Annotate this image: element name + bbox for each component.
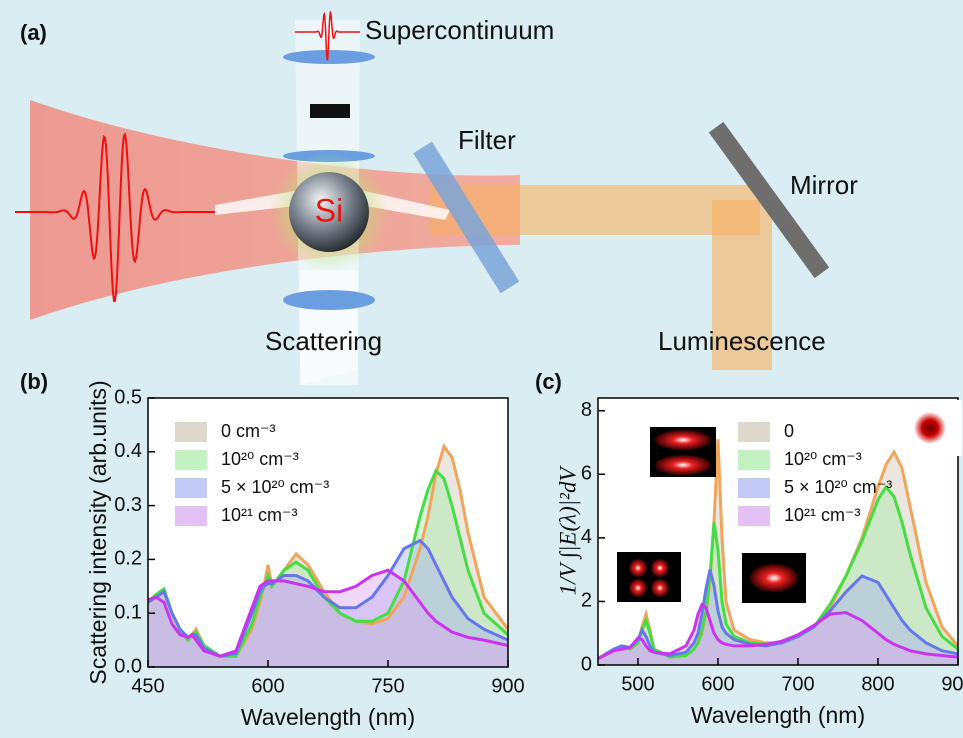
mode-image xyxy=(617,552,681,602)
panel-label: (c) xyxy=(535,369,562,394)
x-tick-label: 600 xyxy=(701,673,734,695)
y-tick-label: 8 xyxy=(581,399,592,421)
lens xyxy=(283,290,375,310)
x-tick-label: 800 xyxy=(861,673,894,695)
legend-swatch xyxy=(175,506,207,526)
x-tick-label: 750 xyxy=(371,675,404,697)
legend-swatch xyxy=(175,450,207,470)
legend-label: 10²⁰ cm⁻³ xyxy=(784,449,862,469)
legend-label: 10²¹ cm⁻³ xyxy=(221,505,298,525)
legend-label: 10²¹ cm⁻³ xyxy=(784,505,861,525)
legend-label: 5 × 10²⁰ cm⁻³ xyxy=(784,477,892,497)
label: Filter xyxy=(458,125,516,155)
legend-label: 5 × 10²⁰ cm⁻³ xyxy=(221,477,329,497)
y-tick-label: 0.1 xyxy=(114,601,142,623)
diagram: (a) Supercontinuum Filter Mirror Si Scat… xyxy=(15,12,858,385)
y-axis-label: 1/V ∫|E(λ)|²dV xyxy=(555,465,582,596)
legend-swatch xyxy=(738,422,770,442)
legend-label: 10²⁰ cm⁻³ xyxy=(221,449,299,469)
label: Luminescence xyxy=(658,326,826,356)
beam-block xyxy=(310,104,350,118)
x-tick-label: 450 xyxy=(131,675,164,697)
y-tick-label: 0.5 xyxy=(114,386,142,408)
lens xyxy=(283,50,375,64)
mode-image xyxy=(898,400,962,456)
x-tick-label: 500 xyxy=(621,673,654,695)
y-tick-label: 0.3 xyxy=(114,494,142,516)
y-tick-label: 2 xyxy=(581,590,592,612)
legend-swatch xyxy=(175,478,207,498)
x-tick-label: 600 xyxy=(251,675,284,697)
figure: (a) Supercontinuum Filter Mirror Si Scat… xyxy=(0,0,963,738)
y-axis-label: Scattering intensity (arb.units) xyxy=(85,380,111,684)
x-axis-label: Wavelength (nm) xyxy=(691,702,865,728)
legend-swatch xyxy=(738,450,770,470)
x-tick-label: 900 xyxy=(491,675,524,697)
y-tick-label: 0.4 xyxy=(114,440,142,462)
x-tick-label: 900 xyxy=(941,673,963,695)
legend-swatch xyxy=(738,478,770,498)
legend-swatch xyxy=(738,506,770,526)
y-tick-label: 0 xyxy=(581,653,592,675)
mode-image xyxy=(650,427,716,477)
y-tick-label: 0.2 xyxy=(114,548,142,570)
y-tick-label: 6 xyxy=(581,463,592,485)
panel-label: (a) xyxy=(20,20,47,45)
legend-label: 0 cm⁻³ xyxy=(221,421,276,441)
y-tick-label: 0.0 xyxy=(114,655,142,677)
label: Supercontinuum xyxy=(365,15,554,45)
x-axis-label: Wavelength (nm) xyxy=(241,704,415,730)
label: Scattering xyxy=(265,326,382,356)
x-tick-label: 700 xyxy=(781,673,814,695)
mode-image xyxy=(742,553,806,603)
panel-label: (b) xyxy=(20,369,48,394)
legend-label: 0 xyxy=(784,421,794,441)
y-tick-label: 4 xyxy=(581,526,592,548)
label: Si xyxy=(315,192,343,228)
legend-swatch xyxy=(175,422,207,442)
page: (a) Supercontinuum Filter Mirror Si Scat… xyxy=(0,0,963,738)
label: Mirror xyxy=(790,170,858,200)
